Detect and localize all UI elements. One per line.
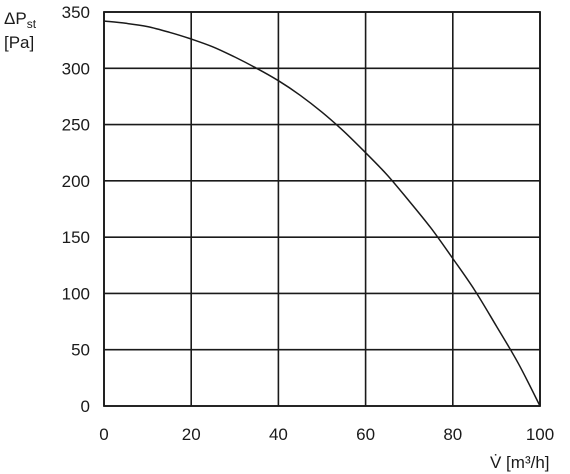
y-tick-label: 300 (62, 59, 90, 78)
x-tick-label: 40 (269, 425, 288, 444)
plot-frame (103, 11, 541, 407)
y-axis-label: ΔPst (4, 9, 37, 31)
y-tick-label: 50 (71, 341, 90, 360)
x-tick-label: 80 (443, 425, 462, 444)
x-tick-label: 60 (356, 425, 375, 444)
x-axis-label: V̇ [m³/h] (490, 453, 550, 472)
y-axis-label-subscript: st (27, 17, 37, 31)
y-tick-label: 100 (62, 284, 90, 303)
y-tick-label: 250 (62, 116, 90, 135)
series-layer (103, 20, 541, 407)
y-axis-unit-label: [Pa] (4, 33, 34, 52)
x-tick-label: 100 (526, 425, 554, 444)
series-line-0 (103, 20, 541, 407)
grid-layer (103, 11, 541, 407)
y-axis-label-symbol: ΔP (4, 9, 27, 28)
y-tick-label: 200 (62, 172, 90, 191)
x-tick-labels: 0 20 40 60 80 100 (99, 425, 554, 444)
y-tick-label: 150 (62, 228, 90, 247)
x-tick-label: 20 (182, 425, 201, 444)
x-tick-label: 0 (99, 425, 108, 444)
y-tick-label: 0 (81, 397, 90, 416)
y-tick-label: 350 (62, 3, 90, 22)
y-tick-labels: 0 50 100 150 200 250 300 350 (62, 3, 90, 416)
